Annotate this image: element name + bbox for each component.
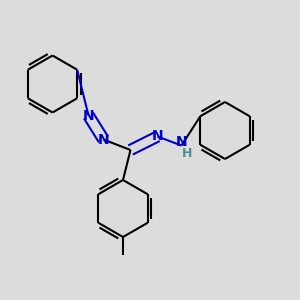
- Text: H: H: [182, 147, 192, 161]
- Text: N: N: [98, 133, 109, 146]
- Text: N: N: [176, 135, 187, 149]
- Text: N: N: [83, 109, 94, 122]
- Text: N: N: [152, 130, 163, 143]
